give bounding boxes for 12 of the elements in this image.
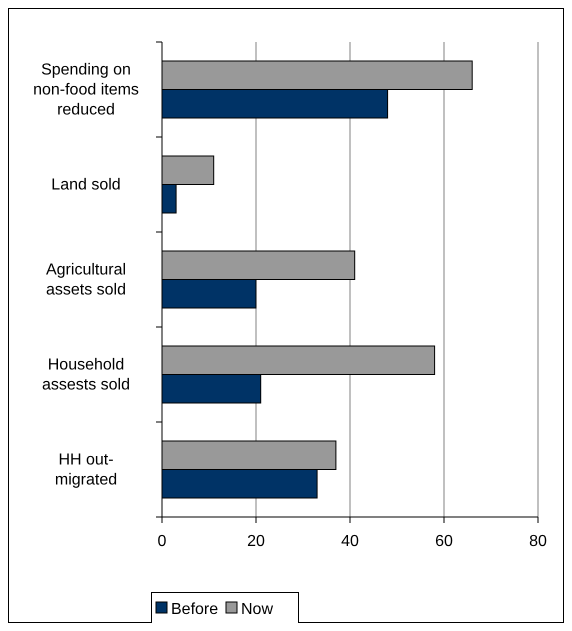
y-tick-label: Agricultural assets sold [46, 262, 126, 298]
x-tick-label: 60 [435, 533, 453, 550]
legend-label: Now [241, 601, 274, 618]
x-tick-label: 40 [341, 533, 359, 550]
y-tick-label: Spending on non-food items reduced [33, 62, 139, 118]
x-tick-label: 80 [529, 533, 547, 550]
y-tick-label: Land sold [51, 176, 121, 194]
x-tick-label: 0 [158, 533, 167, 550]
legend-label: Before [171, 601, 218, 618]
x-tick-label: 20 [247, 533, 265, 550]
y-tick-label: HH out-migrated [54, 452, 118, 488]
y-tick-label: Household assests sold [42, 356, 130, 394]
